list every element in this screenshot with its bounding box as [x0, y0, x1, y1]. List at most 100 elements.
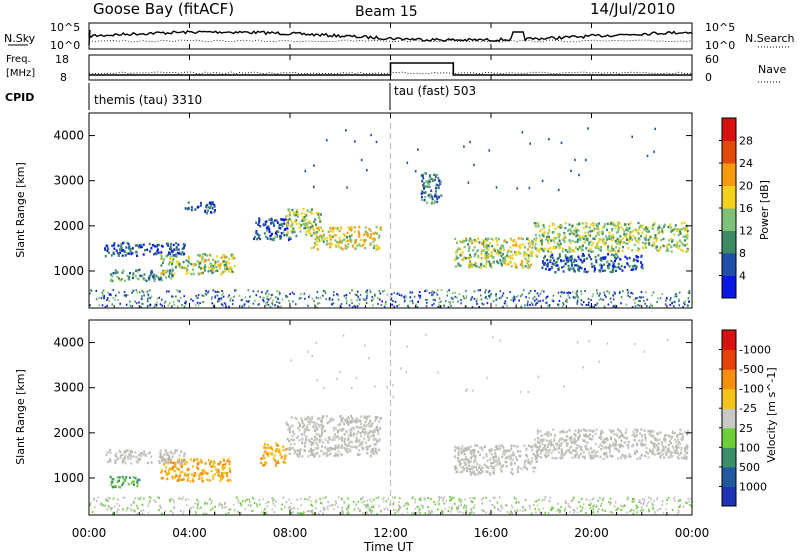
heatmap-cell: [296, 498, 298, 501]
heatmap-cell: [90, 289, 93, 292]
heatmap-cell: [539, 456, 542, 459]
heatmap-cell: [686, 234, 689, 238]
heatmap-cell: [341, 439, 343, 442]
heatmap-cell: [473, 455, 476, 458]
heatmap-cell: [288, 213, 291, 216]
heatmap-cell: [425, 289, 428, 292]
heatmap-cell: [272, 299, 274, 302]
heatmap-cell: [297, 435, 300, 438]
heatmap-cell: [208, 479, 211, 482]
heatmap-cell: [322, 240, 325, 243]
heatmap-cell: [240, 504, 243, 507]
heatmap-cell: [292, 229, 295, 232]
heatmap-cell: [202, 294, 205, 297]
heatmap-cell: [615, 246, 618, 249]
heatmap-cell: [259, 237, 262, 241]
heatmap-cell: [585, 447, 587, 451]
heatmap-cell: [171, 477, 174, 480]
heatmap-cell: [136, 277, 139, 280]
heatmap-cell: [653, 453, 656, 456]
heatmap-cell: [612, 238, 615, 241]
heatmap-cell: [202, 469, 205, 472]
heatmap-cell: [183, 458, 186, 462]
heatmap-cell: [374, 427, 377, 430]
heatmap-cell: [605, 446, 607, 449]
heatmap-cell: [294, 450, 296, 454]
heatmap-cell: [515, 501, 517, 504]
heatmap-cell: [471, 389, 474, 392]
heatmap-cell: [658, 226, 661, 229]
heatmap-cell: [459, 264, 462, 267]
heatmap-cell: [600, 259, 602, 262]
heatmap-cell: [443, 496, 445, 499]
heatmap-cell: [124, 279, 127, 282]
heatmap-cell: [665, 433, 668, 437]
heatmap-cell: [486, 459, 489, 462]
heatmap-cell: [118, 291, 120, 294]
heatmap-cell: [366, 232, 369, 236]
heatmap-cell: [534, 466, 537, 469]
heatmap-cell: [455, 255, 458, 258]
heatmap-cell: [158, 461, 161, 464]
heatmap-cell: [194, 474, 197, 477]
heatmap-cell: [344, 449, 347, 452]
heatmap-cell: [336, 435, 339, 438]
heatmap-cell: [222, 270, 225, 274]
heatmap-cell: [306, 510, 308, 513]
heatmap-cell: [527, 461, 530, 464]
heatmap-cell: [194, 208, 197, 211]
heatmap-cell: [186, 473, 189, 477]
heatmap-cell: [581, 455, 584, 458]
heatmap-cell: [634, 228, 637, 231]
heatmap-cell: [493, 467, 496, 470]
heatmap-cell: [519, 246, 522, 250]
heatmap-cell: [581, 234, 584, 238]
heatmap-cell: [311, 511, 314, 514]
heatmap-cell: [106, 508, 109, 511]
heatmap-cell: [458, 464, 461, 467]
cpid-segment-0: themis (tau) 3310: [94, 93, 202, 107]
heatmap-cell: [654, 246, 657, 249]
heatmap-cell: [306, 209, 309, 212]
heatmap-cell: [140, 454, 143, 458]
heatmap-cell: [590, 438, 593, 441]
heatmap-cell: [348, 228, 351, 231]
heatmap-cell: [580, 299, 583, 302]
heatmap-cell: [465, 505, 468, 508]
heatmap-cell: [114, 459, 117, 462]
heatmap-cell: [179, 474, 182, 477]
heatmap-cell: [471, 265, 474, 268]
heatmap-cell: [206, 254, 209, 257]
heatmap-cell: [304, 169, 307, 173]
heatmap-cell: [345, 430, 348, 433]
heatmap-cell: [469, 140, 471, 144]
heatmap-cell: [477, 256, 480, 259]
heatmap-cell: [372, 304, 374, 307]
heatmap-cell: [346, 444, 349, 447]
heatmap-cell: [217, 297, 220, 300]
heatmap-cell: [457, 452, 460, 456]
heatmap-cell: [500, 296, 502, 299]
heatmap-cell: [261, 457, 264, 460]
heatmap-cell: [446, 294, 448, 297]
heatmap-cell: [619, 267, 622, 270]
heatmap-cell: [484, 445, 487, 448]
heatmap-cell: [285, 234, 288, 237]
heatmap-cell: [544, 261, 547, 265]
heatmap-cell: [585, 158, 587, 162]
heatmap-cell: [309, 233, 312, 236]
heatmap-cell: [369, 289, 371, 292]
heatmap-cell: [621, 445, 624, 448]
heatmap-cell: [451, 507, 453, 510]
heatmap-cell: [119, 279, 121, 282]
heatmap-cell: [130, 252, 133, 256]
heatmap-cell: [572, 266, 575, 270]
heatmap-cell: [558, 451, 561, 454]
heatmap-cell: [180, 498, 183, 500]
heatmap-cell: [370, 448, 373, 451]
heatmap-cell: [624, 456, 627, 459]
heatmap-cell: [370, 506, 373, 509]
heatmap-cell: [534, 299, 536, 302]
heatmap-cell: [361, 440, 364, 444]
heatmap-cell: [629, 231, 632, 234]
